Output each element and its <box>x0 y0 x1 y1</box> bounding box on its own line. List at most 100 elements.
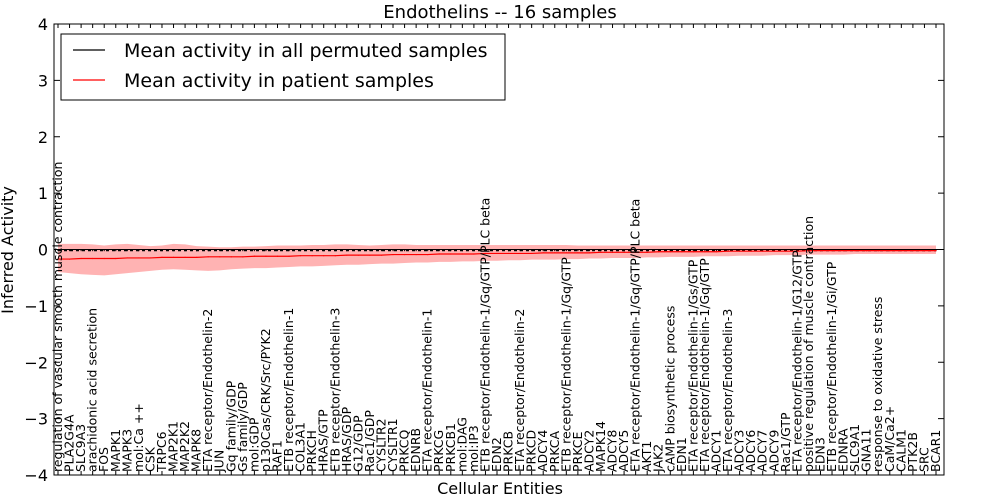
point-patient <box>531 252 533 255</box>
point-patient <box>808 250 810 252</box>
point-patient <box>334 255 336 257</box>
point-permuted <box>265 250 267 252</box>
x-tick-label: ETA receptor/Endothelin-2 <box>512 309 527 472</box>
y-tick-label: 1 <box>38 184 48 203</box>
x-tick-label: positive regulation of muscle contractio… <box>801 216 816 472</box>
point-permuted <box>658 250 660 252</box>
point-permuted <box>623 250 625 252</box>
point-patient <box>392 253 394 256</box>
point-permuted <box>554 250 556 252</box>
point-patient <box>600 251 602 253</box>
point-permuted <box>219 250 221 252</box>
point-permuted <box>242 250 244 252</box>
point-permuted <box>276 250 279 252</box>
y-tick-label: 4 <box>38 15 48 34</box>
x-tick-label: PRKCD <box>524 430 539 472</box>
plot-area: regulation of vascular smooth muscle con… <box>50 162 943 473</box>
x-tick-label: ETB receptor/Endothelin-3 <box>327 308 342 472</box>
point-patient <box>611 251 614 253</box>
x-tick-label: response to oxidative stress <box>870 297 885 472</box>
point-patient <box>450 253 452 255</box>
point-permuted <box>473 250 475 252</box>
point-permuted <box>565 250 567 252</box>
point-patient <box>681 251 683 253</box>
x-tick-label: ADCY3 <box>732 430 747 472</box>
y-tick-label: −2 <box>24 353 48 372</box>
x-tick-label: JAK2 <box>651 444 666 473</box>
x-tick-label: COL3A1 <box>293 422 308 472</box>
point-patient <box>739 250 741 252</box>
x-tick-label: ETA receptor/Endothelin-1 <box>420 309 435 472</box>
x-tick-label: ADCY4 <box>535 430 550 472</box>
x-tick-label: ADCY6 <box>743 430 758 472</box>
point-permuted <box>230 250 232 252</box>
point-patient <box>380 254 383 256</box>
point-patient <box>542 252 544 254</box>
point-patient <box>415 253 417 256</box>
point-patient <box>554 252 556 254</box>
point-permuted <box>461 250 463 252</box>
x-tick-label: mol:Ca ++ <box>131 403 146 472</box>
x-tick-label: mol:DAG <box>454 417 469 472</box>
x-tick-label: MAP2K1 <box>166 421 181 472</box>
point-patient <box>796 250 798 252</box>
point-patient <box>172 256 175 258</box>
point-permuted <box>380 250 383 252</box>
point-patient <box>715 251 718 253</box>
point-permuted <box>300 250 302 252</box>
x-tick-label: PRKCQ <box>397 430 412 472</box>
x-tick-label: EDN1 <box>674 437 689 472</box>
point-permuted <box>161 250 163 252</box>
point-permuted <box>253 250 255 252</box>
point-permuted <box>450 250 452 252</box>
y-tick-label: −1 <box>24 297 48 316</box>
x-tick-label: mol:IP3 <box>466 425 481 472</box>
point-patient <box>57 258 59 260</box>
x-tick-label: Rac1/GDP <box>362 410 377 472</box>
x-tick-label: EDNRA <box>836 428 851 472</box>
point-patient <box>427 253 429 256</box>
x-tick-label: PTK2B <box>905 432 920 472</box>
point-patient <box>473 253 475 255</box>
legend: Mean activity in all permuted samples Me… <box>60 33 506 101</box>
point-patient <box>785 250 787 252</box>
point-permuted <box>115 250 117 252</box>
point-permuted <box>311 250 313 252</box>
point-permuted <box>323 250 325 252</box>
point-patient <box>565 252 567 254</box>
x-tick-label: ADCY1 <box>709 430 724 472</box>
x-tick-label: SRC <box>916 447 931 472</box>
point-permuted <box>392 250 394 252</box>
point-permuted <box>369 250 371 252</box>
point-patient <box>889 250 891 252</box>
point-patient <box>577 252 579 254</box>
y-tick-label: −3 <box>24 410 48 429</box>
point-permuted <box>57 250 59 252</box>
point-patient <box>819 250 822 252</box>
x-tick-label: CaM/Ca2+ <box>882 406 897 472</box>
point-patient <box>484 252 487 255</box>
x-tick-label: Gq family/GDP <box>223 380 238 472</box>
point-permuted <box>519 250 521 252</box>
x-tick-label: MAPK1 <box>108 429 123 472</box>
point-permuted <box>149 250 152 252</box>
x-tick-label: ETB receptor/Endothelin-1 <box>281 308 296 472</box>
x-tick-label: JUN <box>212 450 227 473</box>
x-tick-label: ETB receptor/Endothelin-1/Gi/GTP <box>824 261 839 472</box>
point-patient <box>461 253 463 255</box>
point-permuted <box>646 250 648 252</box>
point-patient <box>207 256 209 258</box>
point-patient <box>923 250 926 252</box>
point-patient <box>80 257 82 260</box>
x-tick-label: p130Cas/CRK/Src/PYK2 <box>258 328 273 472</box>
point-permuted <box>403 250 406 252</box>
x-tick-label: PRKCB <box>501 431 516 472</box>
point-patient <box>727 250 729 252</box>
y-axis-label: Inferred Activity <box>0 186 17 314</box>
point-patient <box>831 250 833 252</box>
x-tick-label: RAF1 <box>270 440 285 472</box>
point-permuted <box>184 250 186 252</box>
x-tick-label: EDNRB <box>408 428 423 472</box>
point-permuted <box>484 250 487 252</box>
